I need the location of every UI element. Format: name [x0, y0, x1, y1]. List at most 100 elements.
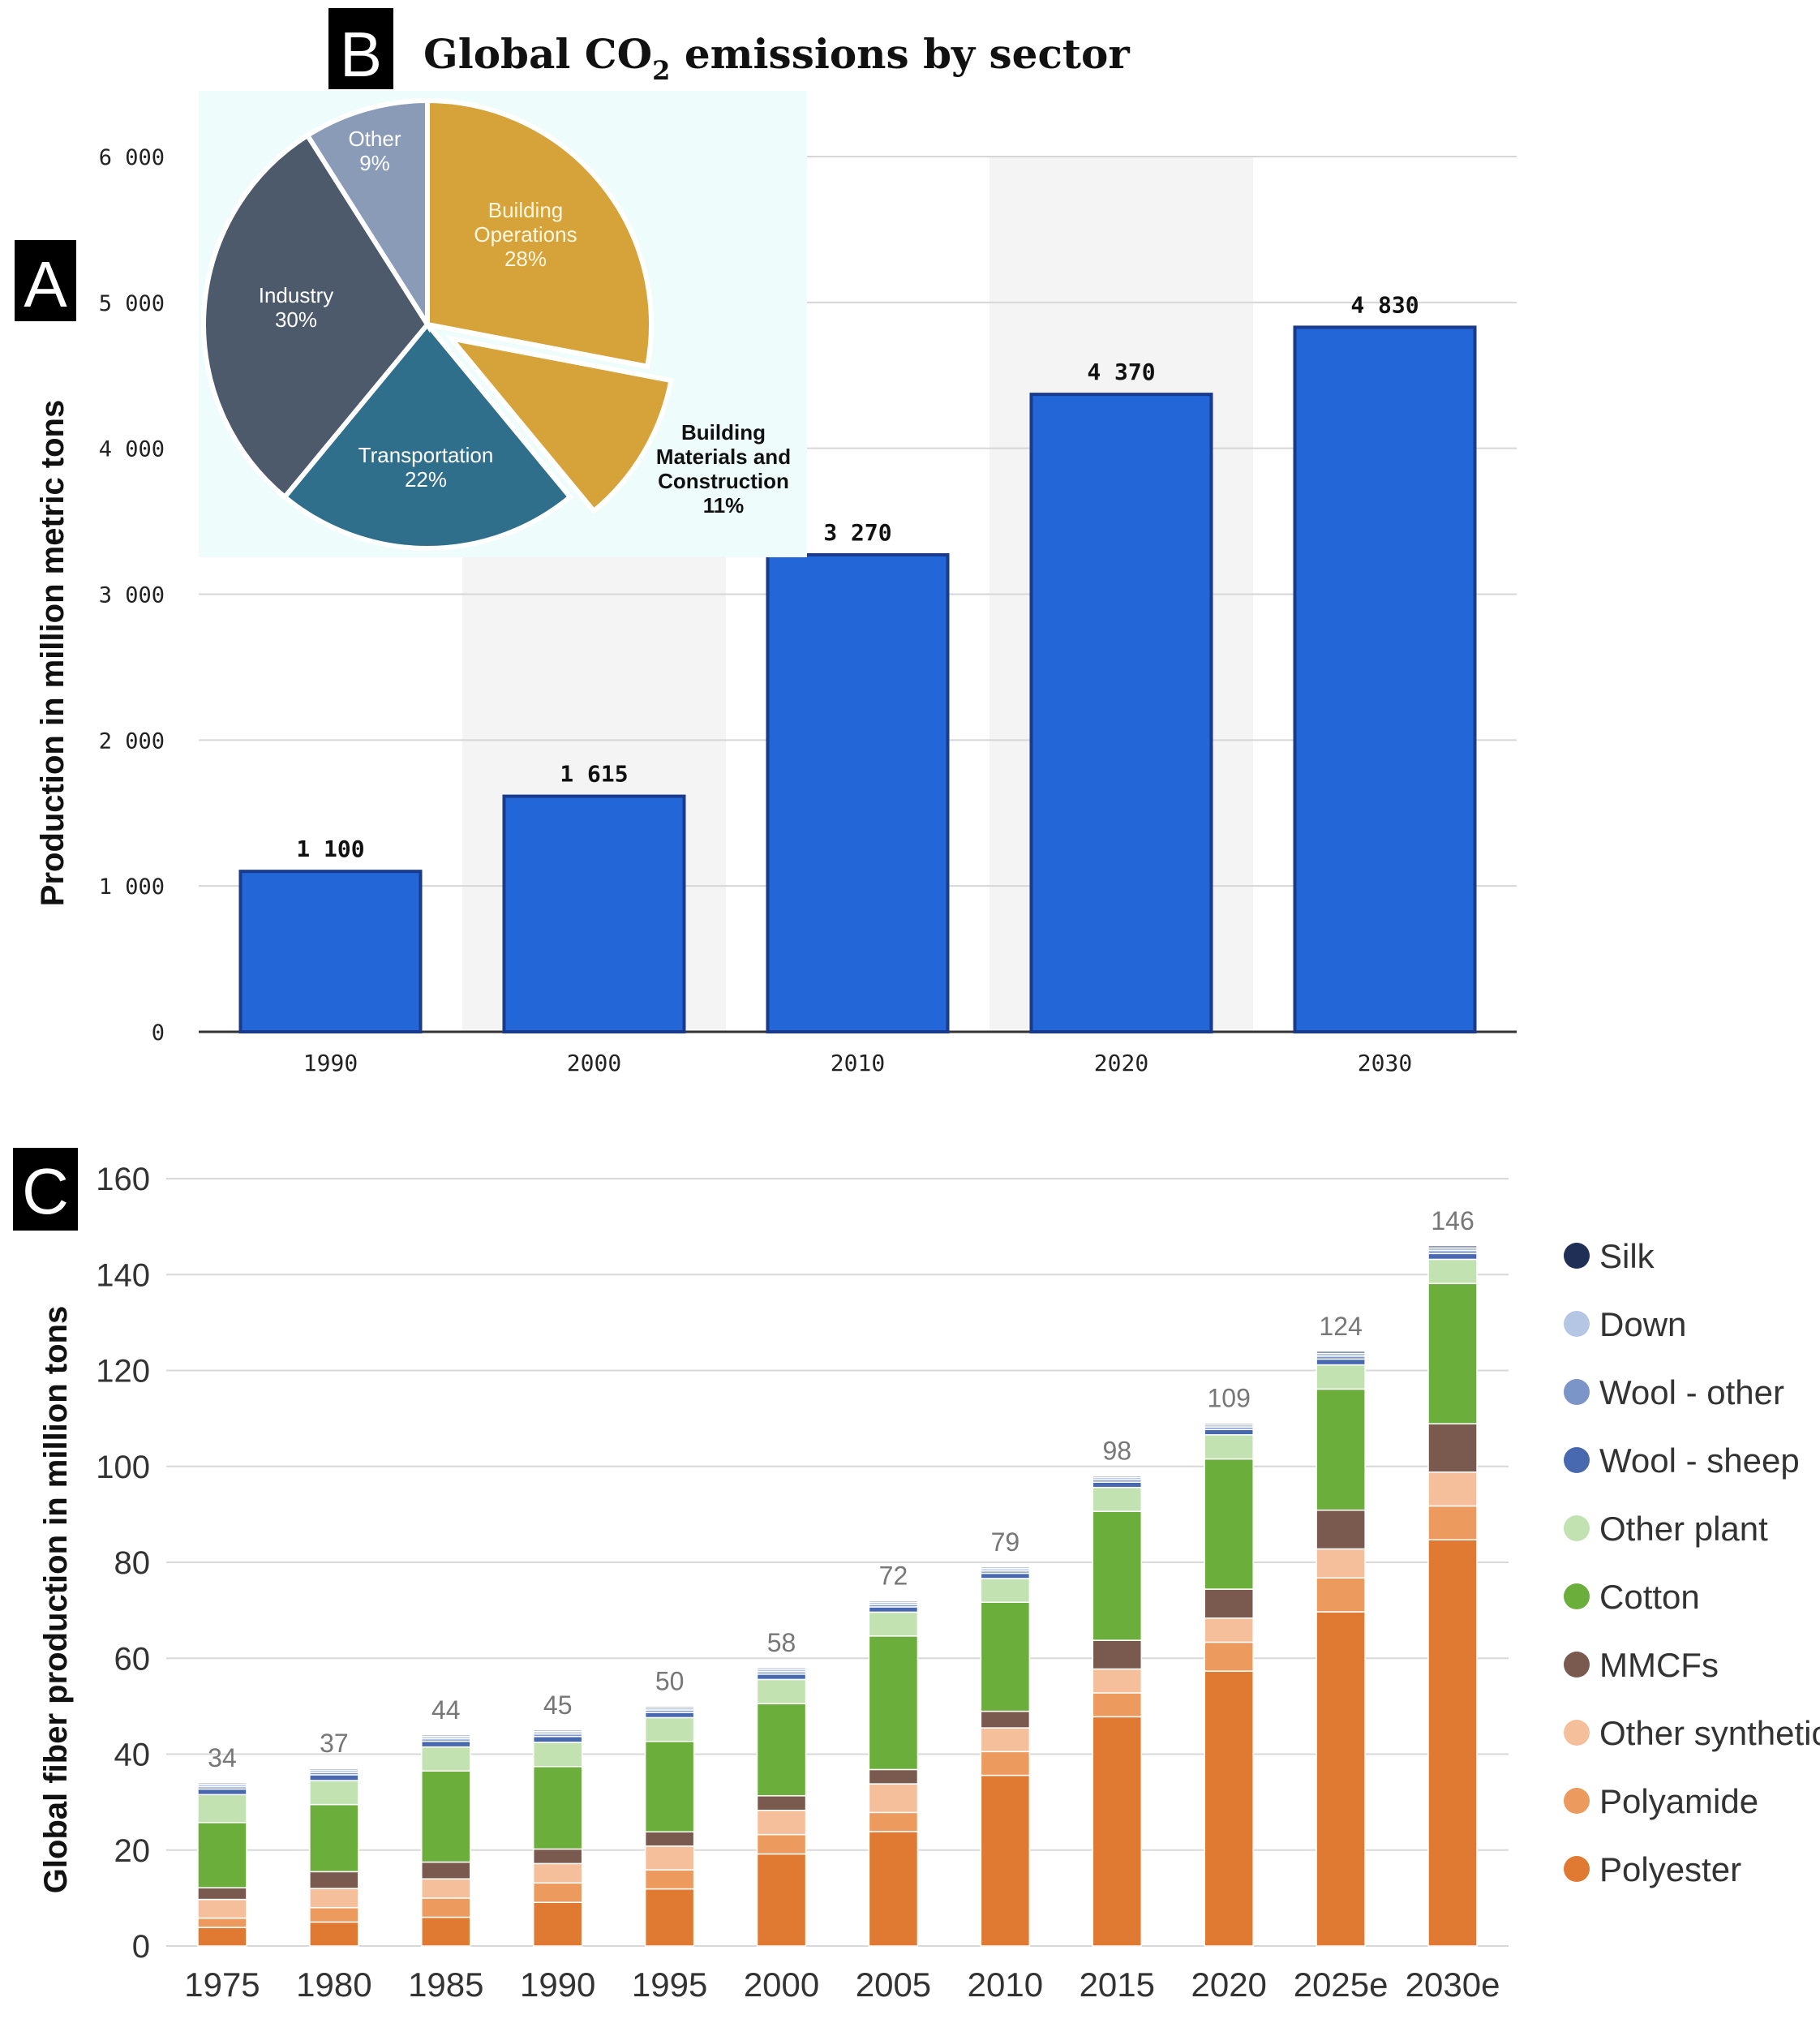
segment-cotton: [868, 1635, 919, 1771]
segment-other-synthetics: [421, 1878, 471, 1899]
segment-other-plant: [532, 1742, 583, 1768]
y-tick-label: 40: [114, 1738, 151, 1773]
y-tick-label: 160: [96, 1162, 150, 1197]
chart-c-ylabel: Global fiber production in million tons: [38, 1306, 74, 1893]
x-tick-label: 1980: [296, 1965, 371, 2004]
segment-silk: [532, 1729, 583, 1733]
segment-silk: [197, 1782, 247, 1785]
segment-cotton: [1204, 1458, 1254, 1590]
panel-b-label: B: [340, 19, 382, 90]
bar-value-label: 4 830: [1350, 291, 1419, 318]
x-tick-label: 2030: [1358, 1050, 1412, 1076]
chart-a: 0 1 000 2 000 3 000 4 000 5 000 6 000 1 100 1990…: [15, 145, 1517, 1076]
total-label: 79: [991, 1527, 1020, 1557]
segment-mmcfs: [1092, 1639, 1143, 1670]
segment-other-synthetics: [1316, 1548, 1366, 1579]
pie-label: 9%: [359, 151, 390, 175]
y-tick-label: 80: [114, 1545, 151, 1581]
pie-label: Operations: [474, 222, 577, 247]
legend-swatch: [1564, 1583, 1590, 1609]
y-tick-label: 20: [114, 1833, 151, 1869]
segment-wool-sheep: [980, 1572, 1031, 1579]
segment-other-plant: [421, 1746, 471, 1772]
segment-silk: [980, 1566, 1031, 1570]
segment-polyester: [532, 1901, 583, 1947]
x-tick-label: 2000: [567, 1050, 621, 1076]
segment-polyester: [1316, 1611, 1366, 1947]
segment-silk: [1092, 1475, 1143, 1479]
x-tick-label: 1975: [184, 1965, 260, 2004]
legend-label: Cotton: [1599, 1578, 1700, 1616]
y-tick-label: 0: [132, 1929, 150, 1965]
segment-polyamide: [868, 1811, 919, 1832]
segment-other-plant: [756, 1678, 807, 1705]
segment-other-synthetics: [1427, 1471, 1478, 1507]
x-tick-label: 2020: [1191, 1965, 1266, 2004]
legend-swatch: [1564, 1243, 1590, 1269]
panel-a-label: A: [24, 248, 67, 320]
segment-cotton: [980, 1601, 1031, 1712]
pie-label: Building: [488, 198, 564, 222]
segment-wool-sheep: [532, 1735, 583, 1743]
x-tick-label: 2025e: [1294, 1965, 1389, 2004]
pie-label: 22%: [405, 467, 447, 492]
total-label: 45: [543, 1690, 573, 1720]
panel-a-badge: [15, 240, 76, 321]
segment-polyamide: [309, 1906, 359, 1923]
segment-silk: [1427, 1245, 1478, 1248]
segment-other-synthetics: [532, 1862, 583, 1884]
panel-c-badge: [13, 1148, 78, 1231]
y-tick-label: 0: [152, 1020, 165, 1046]
segment-other-plant: [868, 1611, 919, 1637]
segment-cotton: [532, 1766, 583, 1850]
y-tick-label: 1 000: [99, 874, 165, 900]
segment-mmcfs: [532, 1848, 583, 1865]
segment-polyamide: [980, 1751, 1031, 1776]
segment-other-synthetics: [1204, 1617, 1254, 1643]
pie-slice-building-operations: [425, 97, 654, 370]
pie-label: Construction: [658, 469, 789, 493]
segment-polyester: [197, 1927, 247, 1947]
segment-polyamide: [1427, 1505, 1478, 1540]
segment-wool-sheep: [421, 1740, 471, 1748]
segment-polyester: [980, 1774, 1031, 1947]
bar-value-label: 4 370: [1087, 359, 1155, 385]
legend-swatch: [1564, 1447, 1590, 1473]
y-tick-label: 3 000: [99, 583, 165, 608]
bar-2030: [1293, 325, 1477, 1033]
segment-polyester: [868, 1831, 919, 1947]
bar-2000: [502, 794, 686, 1033]
pie-label: Other: [348, 127, 401, 151]
segment-other-synthetics: [644, 1845, 695, 1871]
segment-other-synthetics: [980, 1727, 1031, 1753]
x-tick-label: 2015: [1080, 1965, 1155, 2004]
chart-c: 0 20 40 60 80 100 120 140 160 34 1975 37 1980 44 1985 4…: [13, 1148, 1820, 2004]
legend-label: Other plant: [1599, 1510, 1768, 1548]
pie-label: 11%: [703, 493, 745, 518]
segment-other-plant: [1427, 1258, 1478, 1285]
legend-label: Polyester: [1599, 1850, 1741, 1888]
legend-label: Wool - other: [1599, 1373, 1784, 1411]
total-label: 58: [767, 1628, 796, 1657]
segment-polyester: [644, 1888, 695, 1947]
segment-mmcfs: [868, 1768, 919, 1785]
segment-polyester: [309, 1921, 359, 1947]
segment-silk: [868, 1600, 919, 1603]
pie-label: Building: [681, 420, 766, 445]
segment-polyamide: [1092, 1692, 1143, 1718]
x-tick-label: 2010: [968, 1965, 1043, 2004]
segment-mmcfs: [1316, 1509, 1366, 1550]
pie-slice-building-materials-and-construction: [444, 334, 674, 515]
legend-label: Down: [1599, 1305, 1686, 1343]
bar-2010: [766, 552, 950, 1033]
pie-slice-other: [303, 97, 430, 333]
segment-mmcfs: [421, 1861, 471, 1879]
segment-cotton: [421, 1770, 471, 1863]
legend-swatch: [1564, 1856, 1590, 1882]
segment-other-plant: [1092, 1486, 1143, 1512]
segment-polyamide: [1204, 1641, 1254, 1672]
segment-cotton: [1427, 1282, 1478, 1424]
total-label: 37: [320, 1729, 349, 1758]
pie-slice-transportation: [281, 320, 574, 551]
segment-polyamide: [421, 1897, 471, 1918]
